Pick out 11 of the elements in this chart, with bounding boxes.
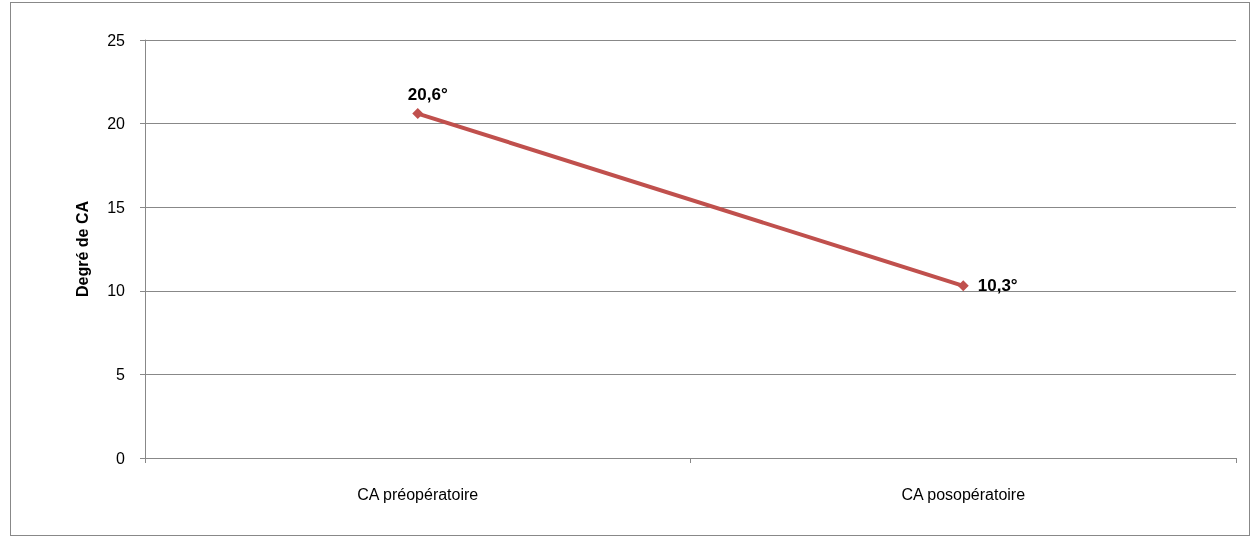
x-tick-label: CA posopératoire	[901, 485, 1026, 503]
y-tick-label: 0	[116, 449, 126, 467]
y-tick-label: 15	[107, 198, 126, 216]
data-label: 10,3°	[977, 276, 1018, 296]
y-tick-label: 20	[107, 115, 126, 133]
y-tick-label: 10	[107, 282, 126, 300]
y-axis-title: Degré de CA	[73, 200, 91, 298]
x-tick-label: CA préopératoire	[357, 485, 479, 503]
y-tick-label: 25	[107, 31, 126, 49]
y-tick-label: 5	[116, 365, 126, 383]
data-label: 20,6°	[407, 85, 448, 105]
